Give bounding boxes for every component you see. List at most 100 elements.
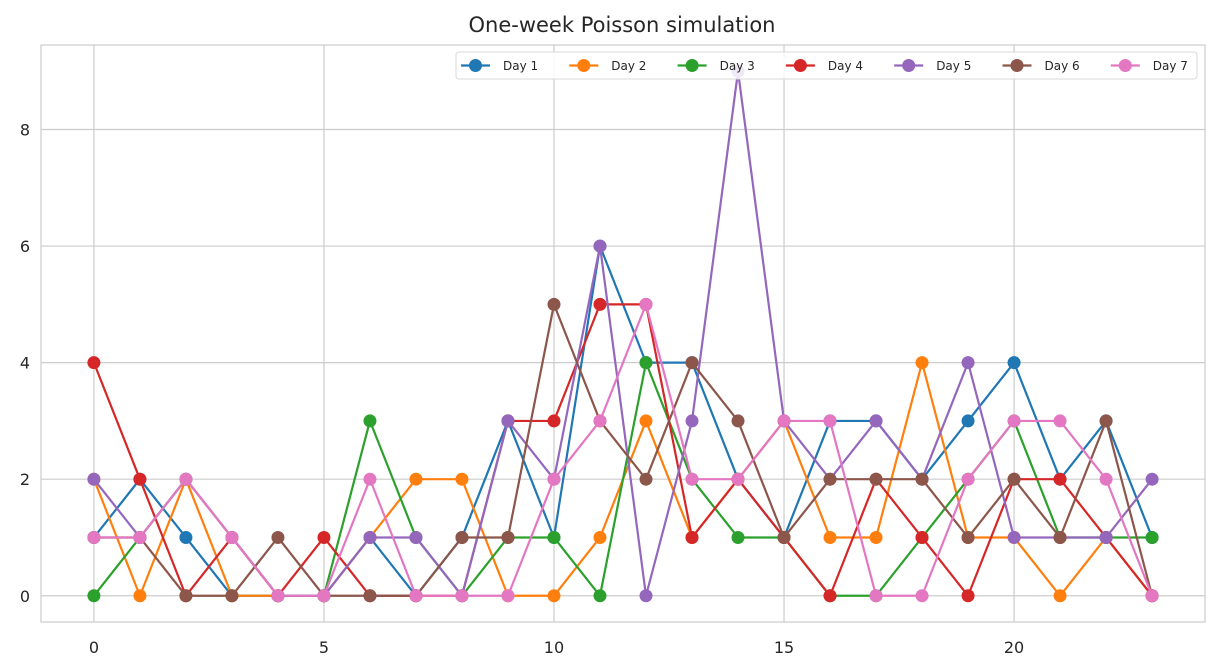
data-point <box>593 589 607 603</box>
legend-label: Day 2 <box>611 59 646 73</box>
data-point <box>961 356 975 370</box>
data-point <box>225 530 239 544</box>
data-point <box>547 297 561 311</box>
data-point <box>823 472 837 486</box>
data-point <box>87 356 101 370</box>
legend-swatch-marker <box>685 59 699 72</box>
legend-swatch-marker <box>1118 59 1132 72</box>
legend-swatch-marker <box>577 59 591 72</box>
data-point <box>455 589 469 603</box>
data-point <box>639 589 653 603</box>
data-point <box>271 530 285 544</box>
x-tick-label: 15 <box>774 638 794 657</box>
data-point <box>593 297 607 311</box>
data-point <box>915 356 929 370</box>
y-tick-label: 4 <box>20 354 30 373</box>
data-point <box>869 414 883 428</box>
data-point <box>409 472 423 486</box>
legend-item: Day 3 <box>677 59 755 73</box>
data-point <box>133 589 147 603</box>
data-point <box>317 589 331 603</box>
y-tick-label: 8 <box>20 121 30 140</box>
x-tick-label: 5 <box>319 638 329 657</box>
data-point <box>685 414 699 428</box>
data-point <box>225 589 239 603</box>
data-point <box>87 530 101 544</box>
data-point <box>961 414 975 428</box>
legend-item: Day 6 <box>1002 59 1080 73</box>
data-point <box>639 414 653 428</box>
data-point <box>593 530 607 544</box>
data-point <box>179 530 193 544</box>
legend-label: Day 4 <box>828 59 863 73</box>
data-point <box>455 472 469 486</box>
data-point <box>685 356 699 370</box>
data-point <box>593 239 607 253</box>
series-line <box>93 303 1154 597</box>
tick-labels: 0 5 10 15 20 0 2 4 6 8 <box>20 121 1024 657</box>
legend-item: Day 4 <box>785 59 863 73</box>
data-point <box>1007 356 1021 370</box>
data-point <box>869 530 883 544</box>
data-point <box>961 589 975 603</box>
data-point <box>823 589 837 603</box>
legend-label: Day 3 <box>720 59 755 73</box>
legend-label: Day 7 <box>1153 59 1188 73</box>
data-point <box>1053 472 1067 486</box>
data-point <box>1007 414 1021 428</box>
data-point <box>547 589 561 603</box>
data-point <box>961 530 975 544</box>
data-point <box>639 356 653 370</box>
data-point <box>363 472 377 486</box>
data-point <box>869 472 883 486</box>
legend-label: Day 5 <box>936 59 971 73</box>
legend-swatch-marker <box>793 59 807 72</box>
data-point <box>547 530 561 544</box>
legend-box <box>455 51 1198 80</box>
legend-label: Day 1 <box>503 59 538 73</box>
data-point <box>915 530 929 544</box>
data-point <box>1053 530 1067 544</box>
data-point <box>1145 589 1159 603</box>
data-point <box>639 297 653 311</box>
data-point <box>179 472 193 486</box>
data-point <box>501 589 515 603</box>
data-point <box>777 530 791 544</box>
data-point <box>87 589 101 603</box>
legend-item: Day 2 <box>569 59 646 73</box>
data-point <box>915 589 929 603</box>
data-point <box>455 530 469 544</box>
plot-frame <box>40 44 1206 623</box>
data-point <box>823 414 837 428</box>
data-point <box>1099 530 1113 544</box>
x-tick-label: 0 <box>89 638 99 657</box>
data-point <box>869 589 883 603</box>
data-point <box>271 589 285 603</box>
data-point <box>1145 472 1159 486</box>
legend-swatch-marker <box>469 59 482 72</box>
series-line <box>93 303 1154 597</box>
data-point <box>317 530 331 544</box>
series-day-7 <box>87 297 1159 603</box>
data-point <box>1007 472 1021 486</box>
data-point <box>409 589 423 603</box>
data-point <box>685 530 699 544</box>
data-point <box>1099 414 1113 428</box>
series-layer <box>87 64 1159 603</box>
data-point <box>777 414 791 428</box>
x-tick-label: 10 <box>544 638 564 657</box>
data-point <box>547 414 561 428</box>
data-point <box>547 472 561 486</box>
data-point <box>1007 530 1021 544</box>
data-point <box>731 414 745 428</box>
data-point <box>593 414 607 428</box>
data-point <box>915 472 929 486</box>
data-point <box>1099 472 1113 486</box>
data-point <box>501 530 515 544</box>
y-tick-label: 6 <box>20 237 30 256</box>
legend-label: Day 6 <box>1045 59 1080 73</box>
data-point <box>1145 530 1159 544</box>
chart-title: One-week Poisson simulation <box>469 13 776 37</box>
legend: Day 1 Day 2 Day 3 Day 4 Day 5 Day 6 Day 7 <box>455 51 1198 80</box>
